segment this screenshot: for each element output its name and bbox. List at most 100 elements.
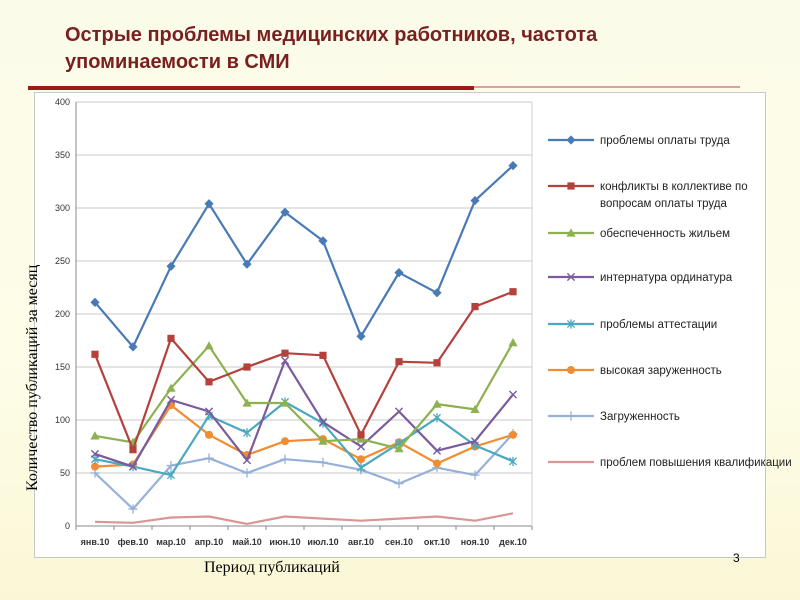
legend-marker [566,272,576,282]
x-tick-label: фев.10 [118,537,149,547]
data-point [242,456,252,465]
x-tick-label: окт.10 [424,537,450,547]
data-point [204,453,214,463]
x-tick-label: дек.10 [499,537,527,547]
data-point [242,398,252,407]
data-point [470,195,480,206]
data-point [395,358,403,366]
legend-label: обеспеченность жильем [600,228,730,240]
data-point [128,342,138,352]
data-point [129,446,137,454]
data-point [356,331,366,341]
data-point [394,268,404,278]
x-tick-label: авг.10 [348,537,374,547]
legend-label: интернатура ординатура [600,272,733,284]
data-point [394,479,404,489]
data-point [508,456,518,466]
data-point [90,431,100,440]
x-axis-label: Период публикаций [204,559,340,576]
x-tick-label: мар.10 [156,537,186,547]
series-line [94,342,514,450]
legend-label: конфликты в коллективе по вопросам оплаты… [600,181,748,210]
data-point [356,463,366,473]
page-number: 3 [733,551,740,565]
series-line [94,404,514,468]
chart-frame [34,92,766,558]
data-point [204,199,214,209]
data-point [394,407,404,416]
y-tick-label: 250 [55,256,70,266]
data-point [280,207,290,217]
legend-marker [566,135,576,145]
x-tick-label: июл.10 [307,537,338,547]
data-point [242,428,252,438]
data-point [318,236,328,246]
data-point [470,470,480,480]
data-point [357,431,365,439]
y-tick-label: 50 [60,468,70,478]
y-tick-label: 0 [65,521,70,531]
data-point [508,338,518,347]
data-point [242,468,252,478]
data-point [318,436,328,445]
data-point [432,446,442,455]
data-point [204,341,214,350]
data-point [166,261,176,271]
legend-marker [566,411,576,421]
data-point [318,457,328,467]
x-tick-label: янв.10 [81,537,110,547]
x-tick-label: ноя.10 [461,537,490,547]
series-line [94,512,514,526]
legend-marker [566,319,576,329]
data-point [205,430,213,439]
y-axis-label: Количество публикаций за месяц [24,264,41,491]
data-point [204,407,214,416]
series-line [94,359,514,468]
y-tick-label: 200 [55,309,70,319]
legend-label: проблемы аттестации [600,319,717,331]
data-point [508,161,518,171]
data-point [319,351,327,359]
page-title: Острые проблемы медицинских работников, … [65,24,598,73]
data-point [433,459,441,468]
data-point [91,462,99,471]
data-point [432,399,442,408]
data-point [470,437,480,446]
data-point [508,390,518,399]
x-tick-label: апр.10 [195,537,223,547]
data-point [433,359,441,367]
title-underline [28,86,474,90]
y-tick-label: 350 [55,150,70,160]
data-point [166,470,176,480]
data-point [128,462,138,471]
legend-label: проблемы оплаты труда [600,135,730,147]
series-line [94,164,514,348]
data-point [471,302,479,311]
data-point [90,297,100,307]
y-tick-label: 400 [55,97,70,107]
data-point [167,334,175,342]
data-point [205,378,213,386]
data-point [166,460,176,471]
legend-label: Загруженность [600,411,680,423]
data-point [318,418,328,427]
x-tick-label: сен.10 [385,537,413,547]
y-tick-label: 100 [55,415,70,425]
data-point [91,350,99,358]
data-point [357,455,365,464]
legend-label: проблем повышения квалификации [600,457,792,469]
data-point [470,404,480,413]
data-point [356,442,366,451]
data-point [280,356,290,365]
data-point [509,430,517,439]
title-underline-light [474,86,740,88]
legend-marker [567,182,575,190]
y-tick-label: 300 [55,203,70,213]
data-point [394,444,404,453]
legend-marker [567,366,575,374]
data-point [90,449,100,459]
data-point [432,288,442,298]
legend-marker [566,228,576,237]
data-point [432,413,442,423]
